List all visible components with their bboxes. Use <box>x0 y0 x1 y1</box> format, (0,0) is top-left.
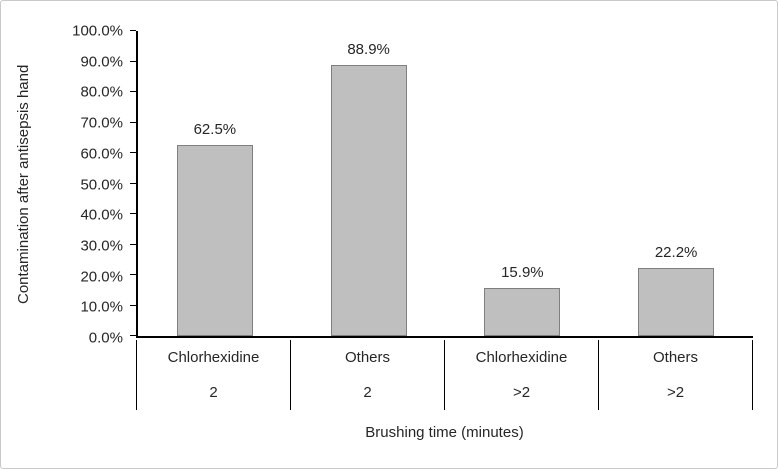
y-tick-label: 100.0% <box>72 22 123 40</box>
y-tick-mark <box>130 304 136 306</box>
y-tick-label: 50.0% <box>80 176 123 193</box>
y-tick-label: 0.0% <box>88 329 123 347</box>
y-tick-label: 70.0% <box>80 114 123 132</box>
bar-column: 88.9% <box>292 31 446 336</box>
y-tick-mark <box>130 60 136 62</box>
y-tick-label: 30.0% <box>80 237 123 255</box>
y-axis-tick-labels: 0.0% 10.0% 20.0% 30.0% 40.0% 50.0% 60.0% 70.0% 8… <box>43 23 129 347</box>
bar-value-label: 22.2% <box>654 244 698 262</box>
y-tick-mark <box>130 30 136 31</box>
y-tick-mark <box>130 335 136 336</box>
bar-value-label: 88.9% <box>347 40 390 58</box>
y-tick-mark <box>130 274 136 275</box>
y-tick-label: 60.0% <box>80 145 123 163</box>
bar-column: 62.5% <box>138 31 292 336</box>
bar-value-label: 15.9% <box>501 263 544 281</box>
x-category-label: Others <box>344 349 390 366</box>
bar <box>330 64 407 336</box>
x-category-time-label: 2 <box>363 384 372 401</box>
y-tick-label: 90.0% <box>80 53 123 71</box>
bar-column: 22.2% <box>599 31 753 336</box>
y-tick-mark <box>130 213 136 214</box>
y-tick-mark <box>130 121 136 123</box>
x-category-column: Others >2 <box>599 340 753 410</box>
y-tick-mark <box>130 91 136 92</box>
x-axis-title: Brushing time (minutes) <box>365 424 524 441</box>
x-category-column: Others 2 <box>291 340 445 410</box>
bar <box>176 145 253 336</box>
y-tick-mark <box>130 182 136 184</box>
bar <box>484 287 561 336</box>
x-category-label: Chlorhexidine <box>475 349 568 366</box>
plot-area: 62.5% 88.9% 15.9% 22.2% <box>130 30 753 338</box>
y-tick-label: 40.0% <box>80 206 123 224</box>
y-tick-mark <box>130 243 136 245</box>
x-category-time-label: 2 <box>209 384 218 401</box>
x-category-time-label: >2 <box>512 384 531 401</box>
bar <box>638 268 715 336</box>
y-tick-label: 20.0% <box>80 268 123 286</box>
x-category-label: Others <box>652 349 698 366</box>
y-tick-label: 80.0% <box>80 83 123 101</box>
x-category-label: Chlorhexidine <box>167 349 260 366</box>
y-axis-title: Contamination after antisepsis hand <box>15 64 32 305</box>
y-tick-mark <box>130 152 136 153</box>
y-tick-label: 10.0% <box>80 298 123 316</box>
x-axis-category-table: Chlorhexidine 2 Others 2 Chlorhexidine >2 Othe… <box>136 340 753 410</box>
x-category-column: Chlorhexidine >2 <box>445 340 599 410</box>
x-category-time-label: >2 <box>666 384 685 401</box>
bar-value-label: 62.5% <box>193 121 237 139</box>
bar-column: 15.9% <box>446 31 600 336</box>
x-category-column: Chlorhexidine 2 <box>137 340 291 410</box>
